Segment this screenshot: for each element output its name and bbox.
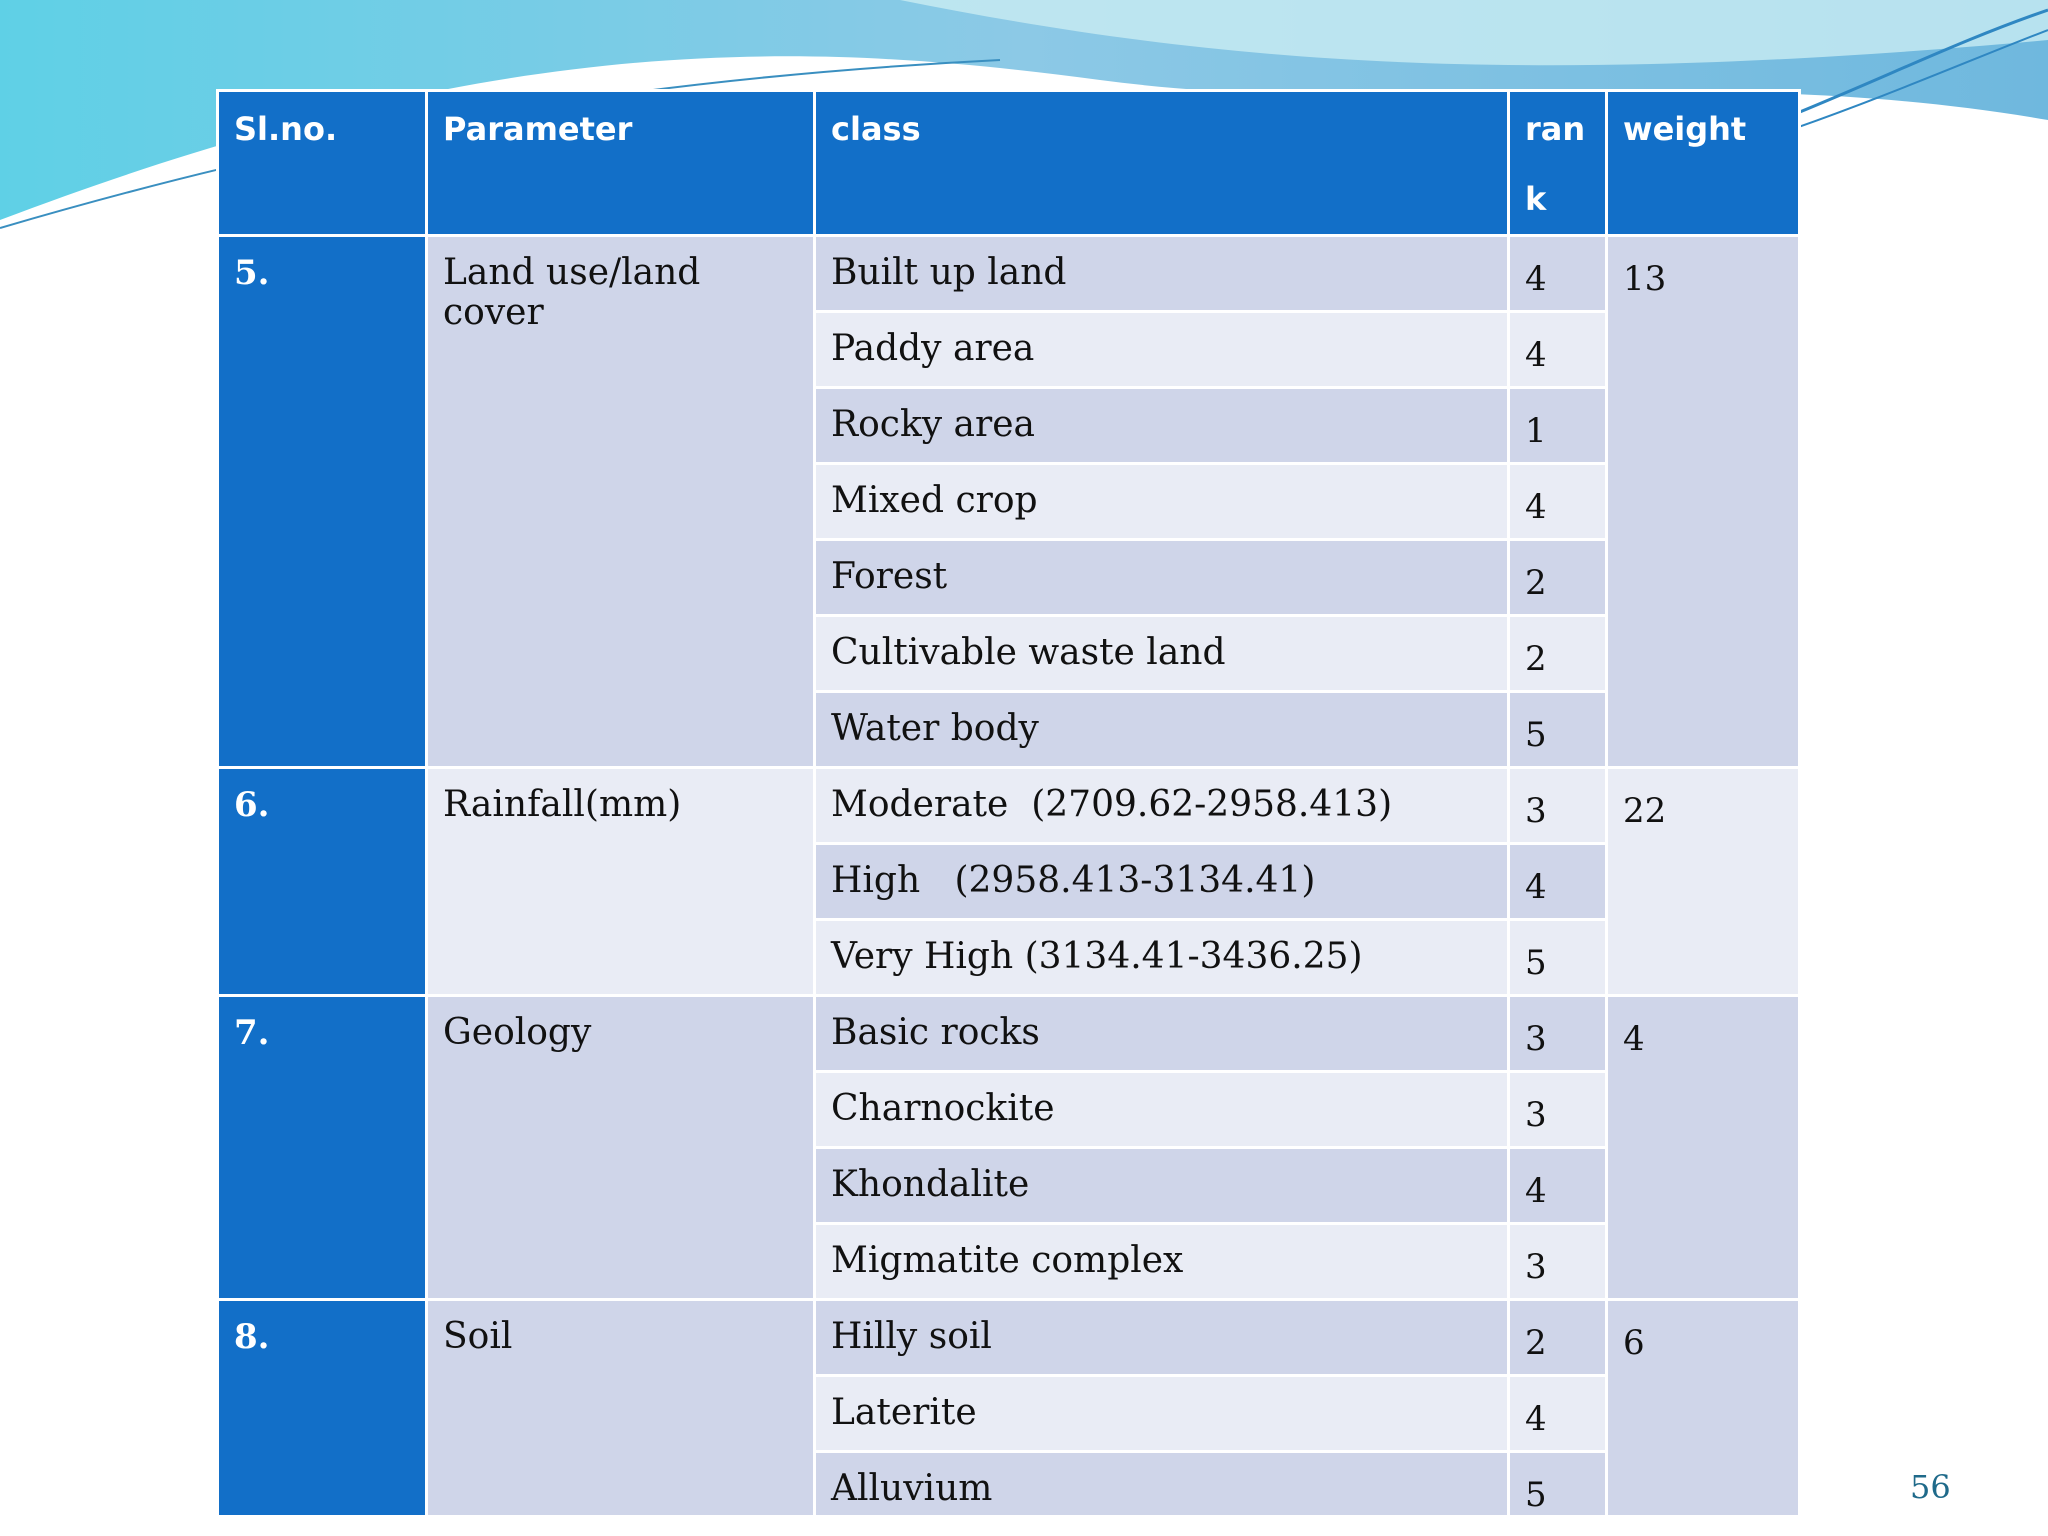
table-row: 8. Soil Hilly soil 2 6: [216, 1298, 1801, 1518]
header-class: class: [813, 89, 1510, 237]
class-cell: Migmatite complex: [813, 1222, 1510, 1301]
ranking-table: Sl.no. Parameter class rank weight 5. La…: [216, 89, 1801, 1518]
table-row: High (2958.413-3134.41) 4: [218, 842, 1800, 921]
table-row: Khondalite 4: [218, 1146, 1800, 1225]
table-row: Water body 5: [218, 690, 1800, 769]
rank-cell: 4: [1507, 310, 1608, 389]
class-cell: Cultivable waste land: [813, 614, 1510, 693]
table-row: Laterite 4: [218, 1374, 1800, 1453]
table-row: Paddy area 4: [218, 310, 1800, 389]
parameter-cell: Rainfall(mm): [425, 766, 816, 997]
rank-cell: 4: [1507, 234, 1608, 313]
table-row: Forest 2: [218, 538, 1800, 617]
class-cell: Water body: [813, 690, 1510, 769]
slno-cell: 7.: [216, 994, 428, 1301]
weight-cell: 4: [1605, 994, 1801, 1301]
table-header-row: Sl.no. Parameter class rank weight: [216, 89, 1801, 237]
rank-cell: 2: [1507, 538, 1608, 617]
class-cell: Mixed crop: [813, 462, 1510, 541]
class-cell: Alluvium: [813, 1450, 1510, 1518]
table-row: Alluvium 5: [218, 1450, 1800, 1518]
rank-cell: 5: [1507, 690, 1608, 769]
table-row: 5. Land use/land cover Built up land 4 1…: [216, 234, 1801, 769]
page-number: 56: [1910, 1468, 1951, 1506]
class-cell: Rocky area: [813, 386, 1510, 465]
table-row: Rocky area 1: [218, 386, 1800, 465]
rank-cell: 2: [1507, 614, 1608, 693]
rank-cell: 3: [1507, 1222, 1608, 1301]
parameter-cell: Soil: [425, 1298, 816, 1518]
table-row: Migmatite complex 3: [218, 1222, 1800, 1301]
rank-cell: 4: [1507, 1146, 1608, 1225]
header-weight: weight: [1605, 89, 1801, 237]
table-row: 7. Geology Basic rocks 3 4: [216, 994, 1801, 1301]
rank-cell: 1: [1507, 386, 1608, 465]
slno-cell: 5.: [216, 234, 428, 769]
slno-cell: 8.: [216, 1298, 428, 1518]
rank-cell: 3: [1507, 1070, 1608, 1149]
weight-cell: 13: [1605, 234, 1801, 769]
table-row: Very High (3134.41-3436.25) 5: [218, 918, 1800, 997]
header-rank: rank: [1507, 89, 1608, 237]
class-cell: Paddy area: [813, 310, 1510, 389]
weight-cell: 22: [1605, 766, 1801, 997]
header-slno: Sl.no.: [216, 89, 428, 237]
rank-cell: 4: [1507, 842, 1608, 921]
class-cell: High (2958.413-3134.41): [813, 842, 1510, 921]
rank-cell: 4: [1507, 462, 1608, 541]
rank-cell: 2: [1507, 1298, 1608, 1377]
class-cell: Forest: [813, 538, 1510, 617]
table-row: Charnockite 3: [218, 1070, 1800, 1149]
class-cell: Built up land: [813, 234, 1510, 313]
rank-cell: 4: [1507, 1374, 1608, 1453]
weight-cell: 6: [1605, 1298, 1801, 1518]
slno-cell: 6.: [216, 766, 428, 997]
parameter-cell: Land use/land cover: [425, 234, 816, 769]
class-cell: Charnockite: [813, 1070, 1510, 1149]
rank-cell: 5: [1507, 918, 1608, 997]
class-cell: Laterite: [813, 1374, 1510, 1453]
table-row: Mixed crop 4: [218, 462, 1800, 541]
table-row: Cultivable waste land 2: [218, 614, 1800, 693]
rank-cell: 5: [1507, 1450, 1608, 1518]
rank-cell: 3: [1507, 766, 1608, 845]
table-row: 6. Rainfall(mm) Moderate (2709.62-2958.4…: [216, 766, 1801, 997]
rank-cell: 3: [1507, 994, 1608, 1073]
header-parameter: Parameter: [425, 89, 816, 237]
class-cell: Khondalite: [813, 1146, 1510, 1225]
class-cell: Hilly soil: [813, 1298, 1510, 1377]
class-cell: Moderate (2709.62-2958.413): [813, 766, 1510, 845]
class-cell: Basic rocks: [813, 994, 1510, 1073]
class-cell: Very High (3134.41-3436.25): [813, 918, 1510, 997]
parameter-cell: Geology: [425, 994, 816, 1301]
